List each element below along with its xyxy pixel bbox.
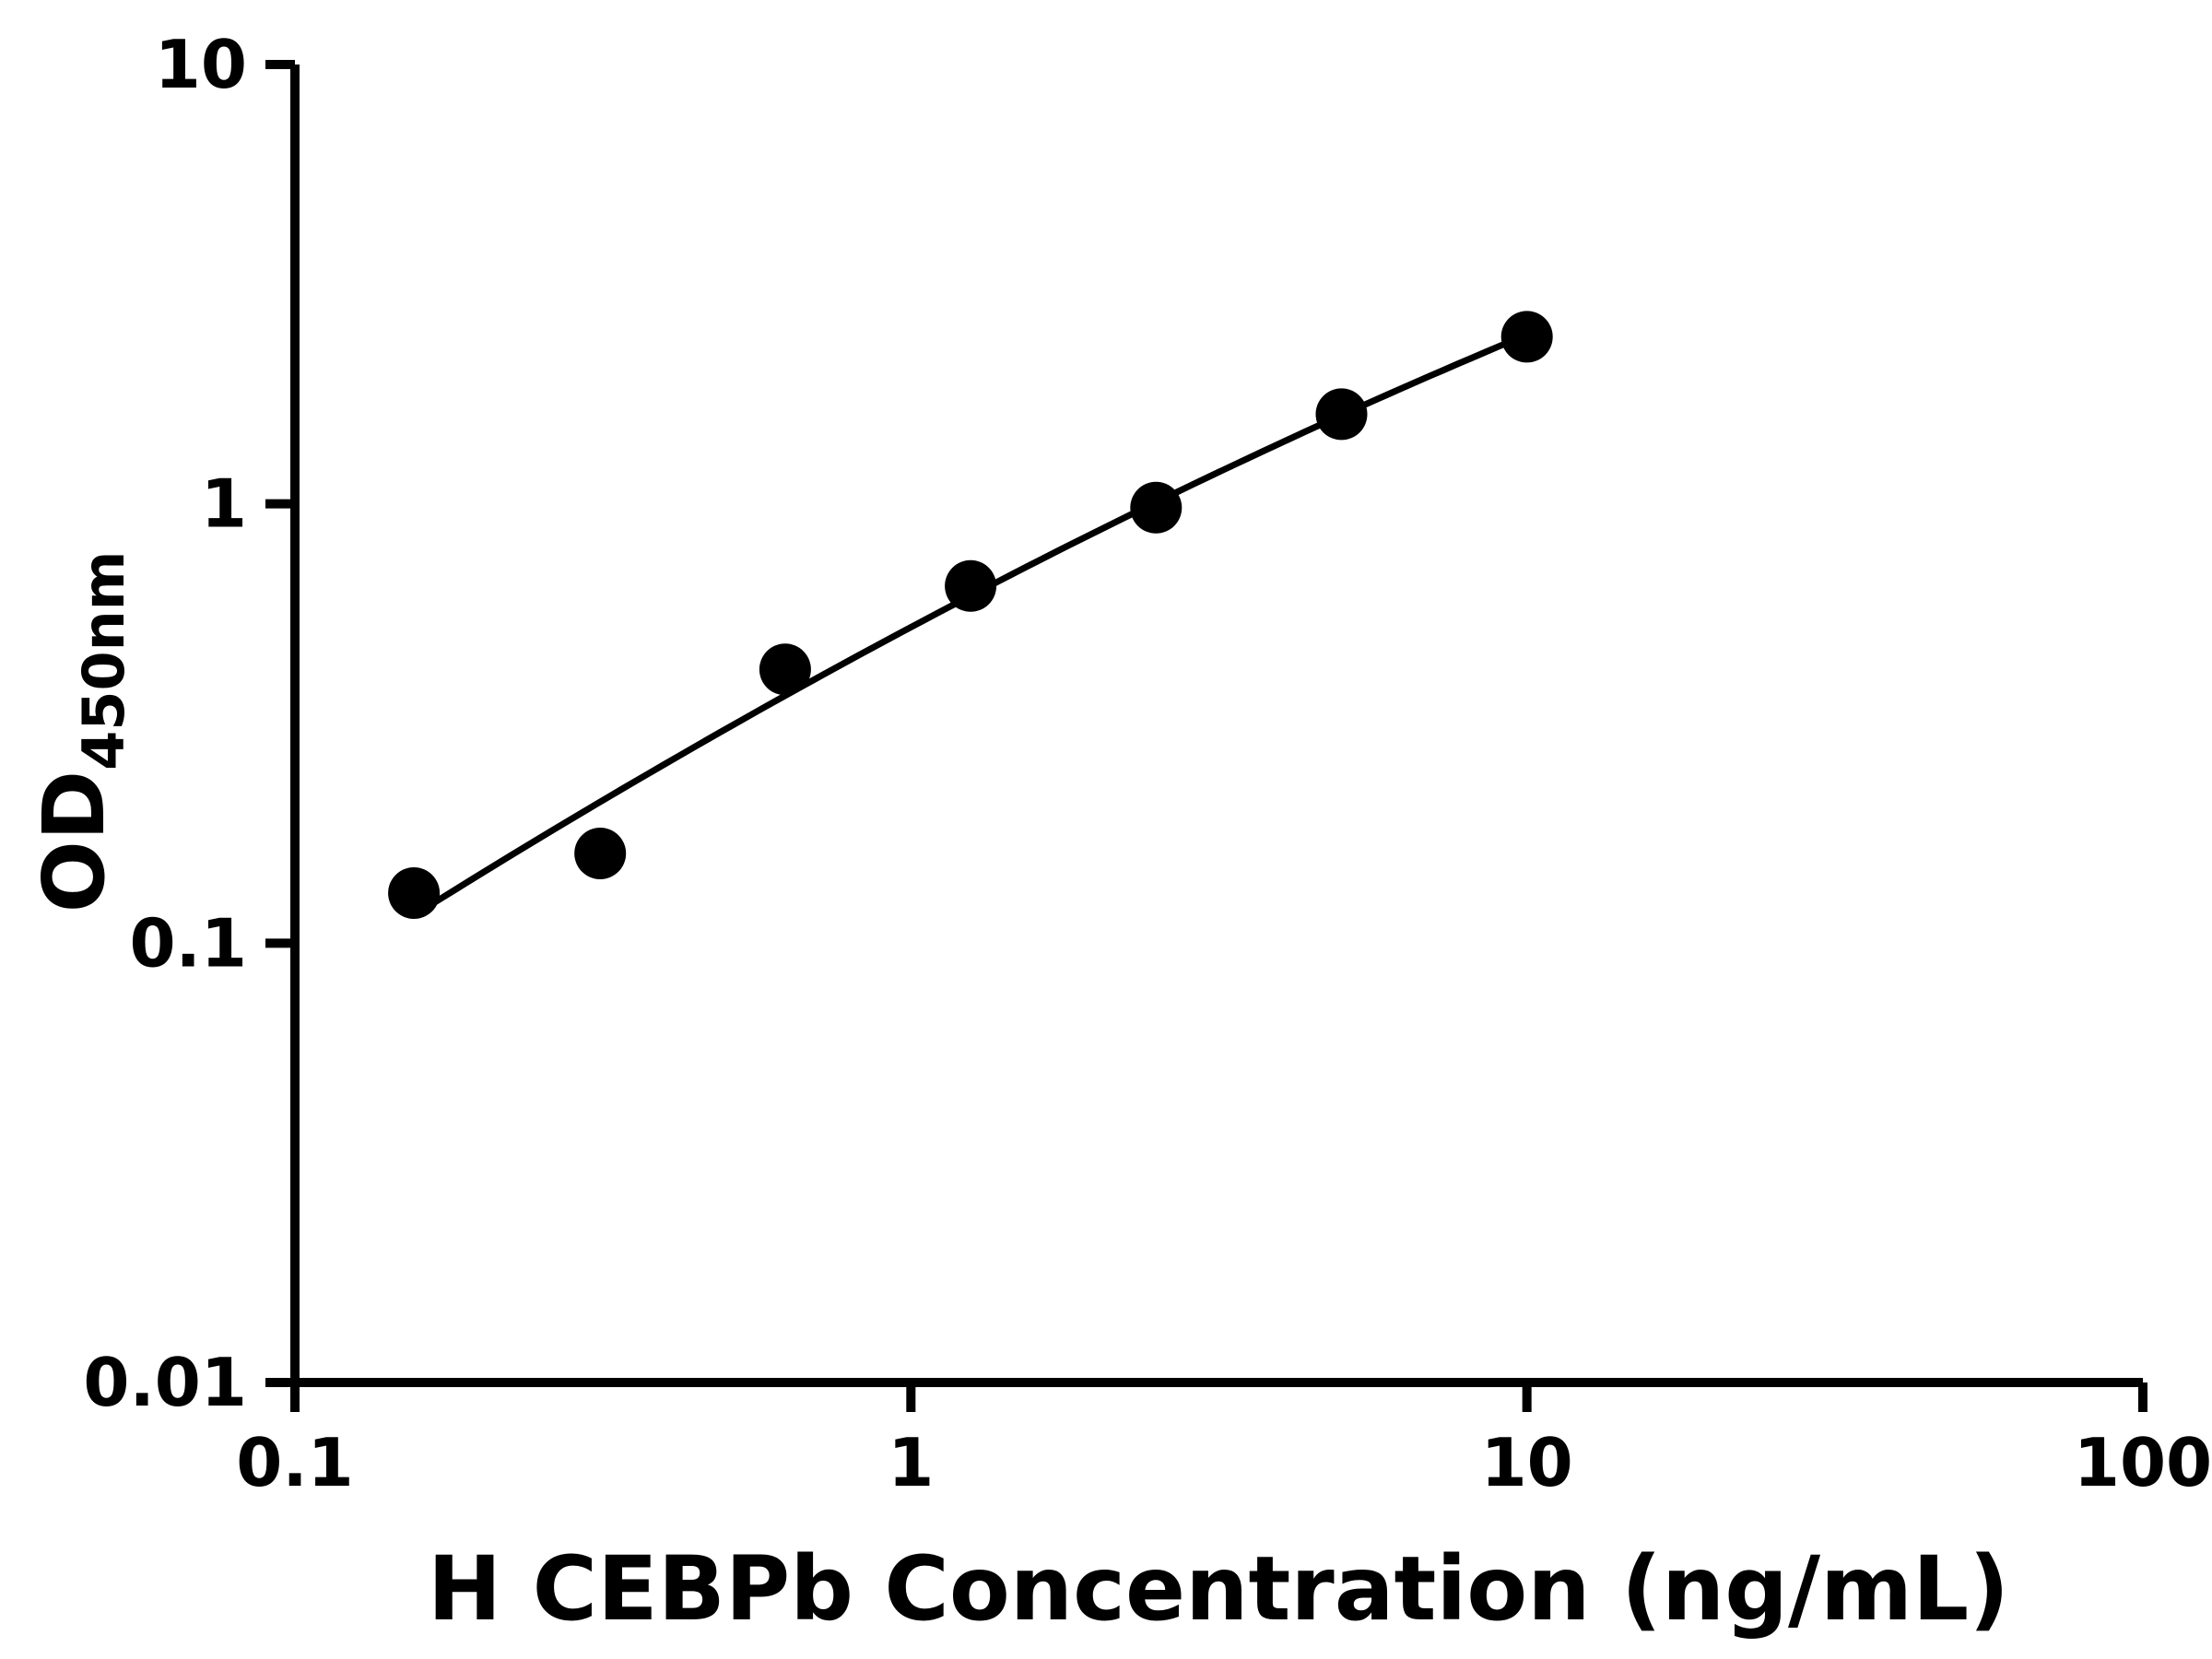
data-point — [1500, 311, 1553, 363]
y-tick-label: 0.01 — [83, 1344, 247, 1421]
x-axis-title: H CEBPb Concentration (ng/mL) — [427, 1537, 2010, 1641]
data-point — [759, 643, 811, 696]
y-axis-title: OD450nm — [25, 551, 137, 913]
data-point — [945, 559, 997, 612]
data-point — [1130, 481, 1182, 534]
y-axis-title-subscript: 450nm — [70, 550, 137, 771]
y-tick-label: 10 — [155, 26, 247, 103]
x-tick-label: 10 — [1481, 1424, 1573, 1501]
y-tick-label: 1 — [201, 465, 247, 543]
y-axis-title-main: OD — [25, 770, 124, 913]
data-point — [1315, 388, 1368, 441]
x-tick-label: 1 — [888, 1424, 934, 1501]
x-tick-label: 0.1 — [236, 1424, 354, 1501]
data-point — [388, 867, 441, 919]
data-point — [574, 828, 627, 879]
axis-spines — [290, 65, 2143, 1387]
y-tick-label: 0.1 — [129, 904, 247, 982]
x-tick-label: 100 — [2074, 1424, 2212, 1501]
